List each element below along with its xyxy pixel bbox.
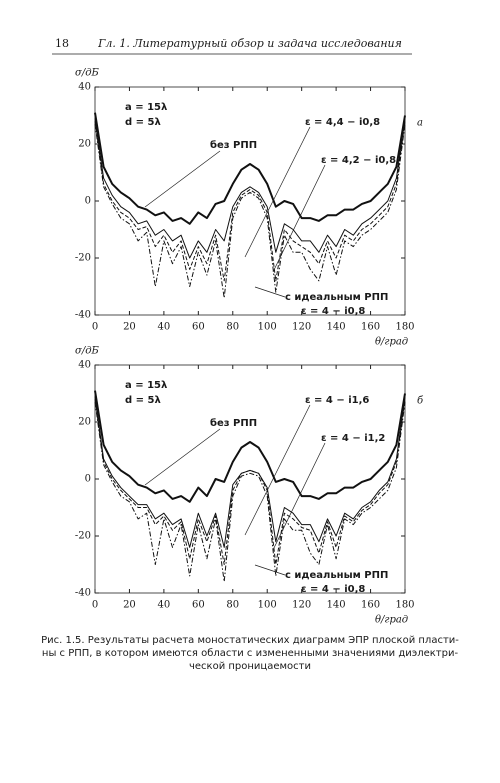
series-line (94, 399, 406, 565)
x-tick-label: 20 (123, 600, 136, 611)
caption-line: ческой проницаемости (189, 661, 311, 672)
x-tick-label: 160 (361, 322, 380, 333)
annotation: a = 15λ (125, 380, 168, 391)
running-title: Гл. 1. Литературный обзор и задача иссле… (97, 37, 402, 50)
leader-line (144, 428, 221, 486)
series-line (94, 123, 406, 299)
series-line (94, 396, 406, 548)
x-tick-label: 140 (327, 322, 346, 333)
x-tick-label: 80 (226, 600, 239, 611)
x-tick-label: 60 (192, 600, 205, 611)
x-tick-label: 180 (395, 322, 414, 333)
annotation: d = 5λ (125, 395, 161, 406)
leader-line (254, 564, 286, 576)
x-tick-label: 60 (192, 322, 205, 333)
series-line (94, 401, 406, 583)
y-axis-label: σ/дБ (75, 68, 100, 79)
x-axis-label: θ/град (375, 615, 408, 626)
annotation: ε = 4,4 − i0,8 (305, 117, 380, 128)
x-tick-label: 100 (258, 322, 277, 333)
leader-line (254, 286, 286, 298)
annotation: d = 5λ (125, 117, 161, 128)
leader-line (144, 150, 221, 208)
y-tick-label: 20 (78, 417, 91, 428)
leader-line (272, 442, 326, 551)
x-tick-label: 20 (123, 322, 136, 333)
panel-label: а (417, 118, 423, 129)
x-axis-label: θ/град (375, 337, 408, 348)
series-line (94, 118, 406, 259)
x-tick-label: 80 (226, 322, 239, 333)
y-tick-label: -20 (75, 253, 91, 264)
x-tick-label: 40 (158, 322, 171, 333)
annotation: без РПП (210, 139, 257, 151)
leader-line (272, 164, 326, 273)
y-tick-label: 0 (85, 474, 91, 485)
annotation: с идеальным РПП (285, 292, 388, 303)
series-line (94, 390, 406, 503)
annotation: с идеальным РПП (285, 570, 388, 581)
panel-label: б (417, 396, 424, 407)
page-number: 18 (55, 37, 69, 50)
x-tick-label: 0 (92, 600, 98, 611)
y-axis-label: σ/дБ (75, 346, 100, 357)
x-tick-label: 120 (292, 322, 311, 333)
x-tick-label: 140 (327, 600, 346, 611)
y-tick-label: -20 (75, 531, 91, 542)
y-tick-label: -40 (75, 310, 91, 321)
x-tick-label: 40 (158, 600, 171, 611)
y-tick-label: 20 (78, 139, 91, 150)
annotation: ε = 4 − i0,8 (301, 584, 365, 595)
y-tick-label: 40 (78, 360, 91, 371)
x-tick-label: 120 (292, 600, 311, 611)
annotation: ε = 4 − i0,8 (301, 306, 365, 317)
x-tick-label: 160 (361, 600, 380, 611)
y-tick-label: 40 (78, 82, 91, 93)
annotation: a = 15λ (125, 102, 168, 113)
annotation: без РПП (210, 417, 257, 429)
annotation: ε = 4 − i1,6 (305, 395, 369, 406)
x-tick-label: 0 (92, 322, 98, 333)
caption: Рис. 1.5. Результаты расчета моностатиче… (41, 635, 459, 672)
series-line (94, 112, 406, 225)
x-tick-label: 100 (258, 600, 277, 611)
caption-line: ны с РПП, в котором имеются области с из… (42, 648, 459, 659)
y-tick-label: -40 (75, 588, 91, 599)
series-line (94, 121, 406, 282)
annotation: ε = 4 − i1,2 (321, 433, 385, 444)
leader-line (244, 126, 311, 258)
caption-line: Рис. 1.5. Результаты расчета моностатиче… (41, 635, 459, 646)
x-tick-label: 180 (395, 600, 414, 611)
annotation: ε = 4,2 − i0,8 (321, 155, 396, 166)
y-tick-label: 0 (85, 196, 91, 207)
leader-line (244, 404, 311, 536)
